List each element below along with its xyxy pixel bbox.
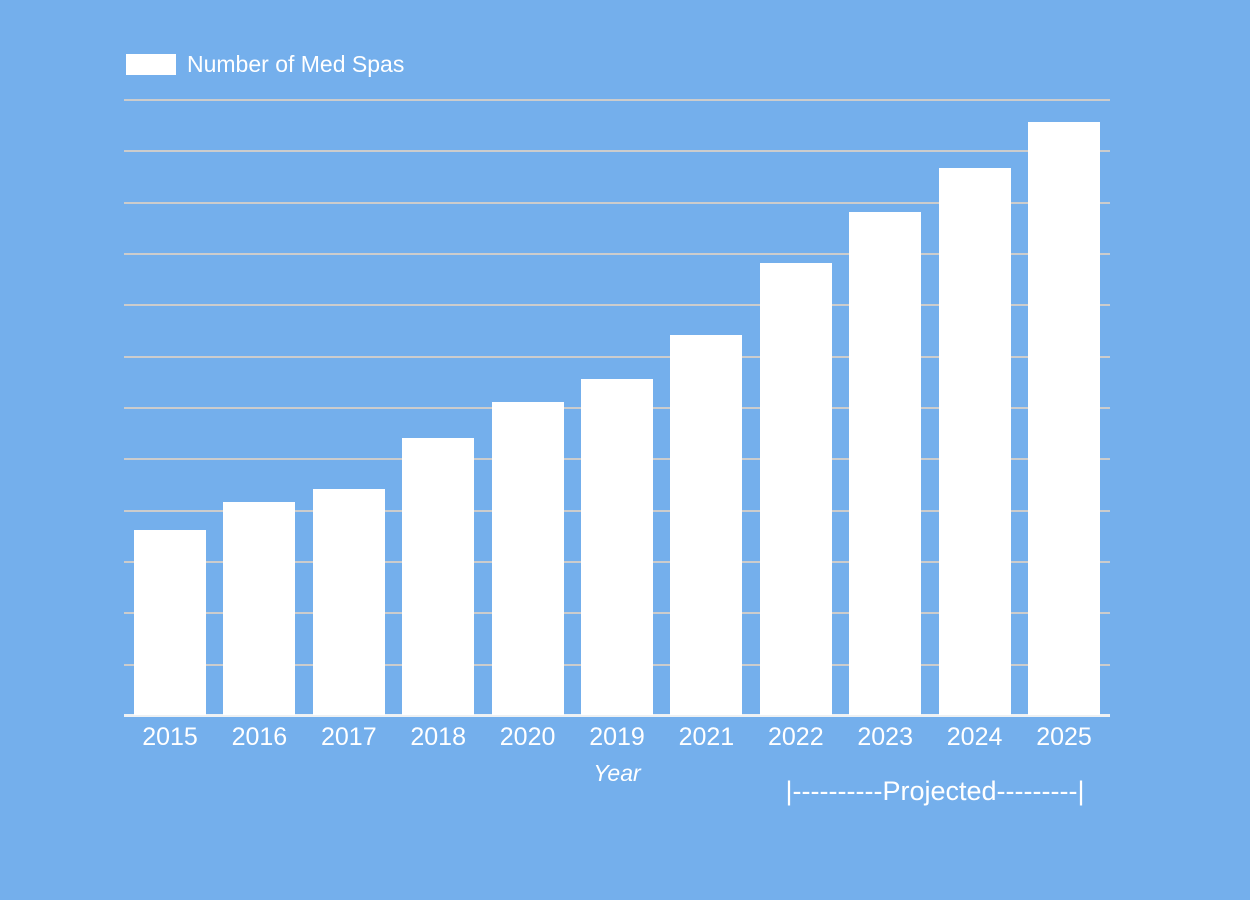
- bar-2020: [491, 401, 564, 715]
- bar-2023: [849, 211, 922, 715]
- bar-2018: [402, 437, 475, 715]
- x-tick-label-2019: 2019: [589, 723, 645, 751]
- bar-2015: [134, 530, 206, 715]
- x-tick-label-2016: 2016: [231, 723, 288, 751]
- bar-2016: [223, 501, 296, 715]
- x-tick-label-2022: 2022: [767, 723, 824, 751]
- bar-2024: [938, 168, 1011, 715]
- gridline: [124, 150, 1110, 153]
- bar-2019: [581, 378, 653, 715]
- x-tick-label-2017: 2017: [320, 723, 377, 751]
- plot-area: [124, 99, 1110, 717]
- legend-label: Number of Med Spas: [187, 51, 405, 77]
- bar-2021: [670, 335, 743, 715]
- gridline: [124, 201, 1110, 204]
- bar-2022: [759, 263, 832, 715]
- gridline: [124, 304, 1110, 307]
- x-tick-label-2024: 2024: [946, 723, 1003, 751]
- legend: Number of Med Spas: [126, 52, 404, 77]
- gridline: [124, 355, 1110, 358]
- bar-2017: [312, 489, 385, 715]
- x-tick-label-2025: 2025: [1036, 723, 1092, 751]
- legend-swatch-icon: [126, 54, 176, 75]
- x-axis-tick-labels: 2015 2016 2017 2018 2020 2019 2021 2022 2023 2024…: [124, 722, 1110, 754]
- x-axis-line: [124, 714, 1110, 717]
- x-tick-label-2015: 2015: [142, 723, 198, 751]
- bar-2025: [1028, 122, 1100, 715]
- x-tick-label-2018: 2018: [410, 723, 466, 751]
- x-tick-label-2020: 2020: [499, 723, 556, 751]
- x-tick-label-2023: 2023: [857, 723, 913, 751]
- gridline: [124, 99, 1110, 101]
- x-axis-title: Year: [593, 760, 641, 786]
- projected-annotation: |----------Projected---------|: [785, 776, 1085, 806]
- gridline: [124, 253, 1110, 255]
- x-tick-label-2021: 2021: [678, 723, 735, 751]
